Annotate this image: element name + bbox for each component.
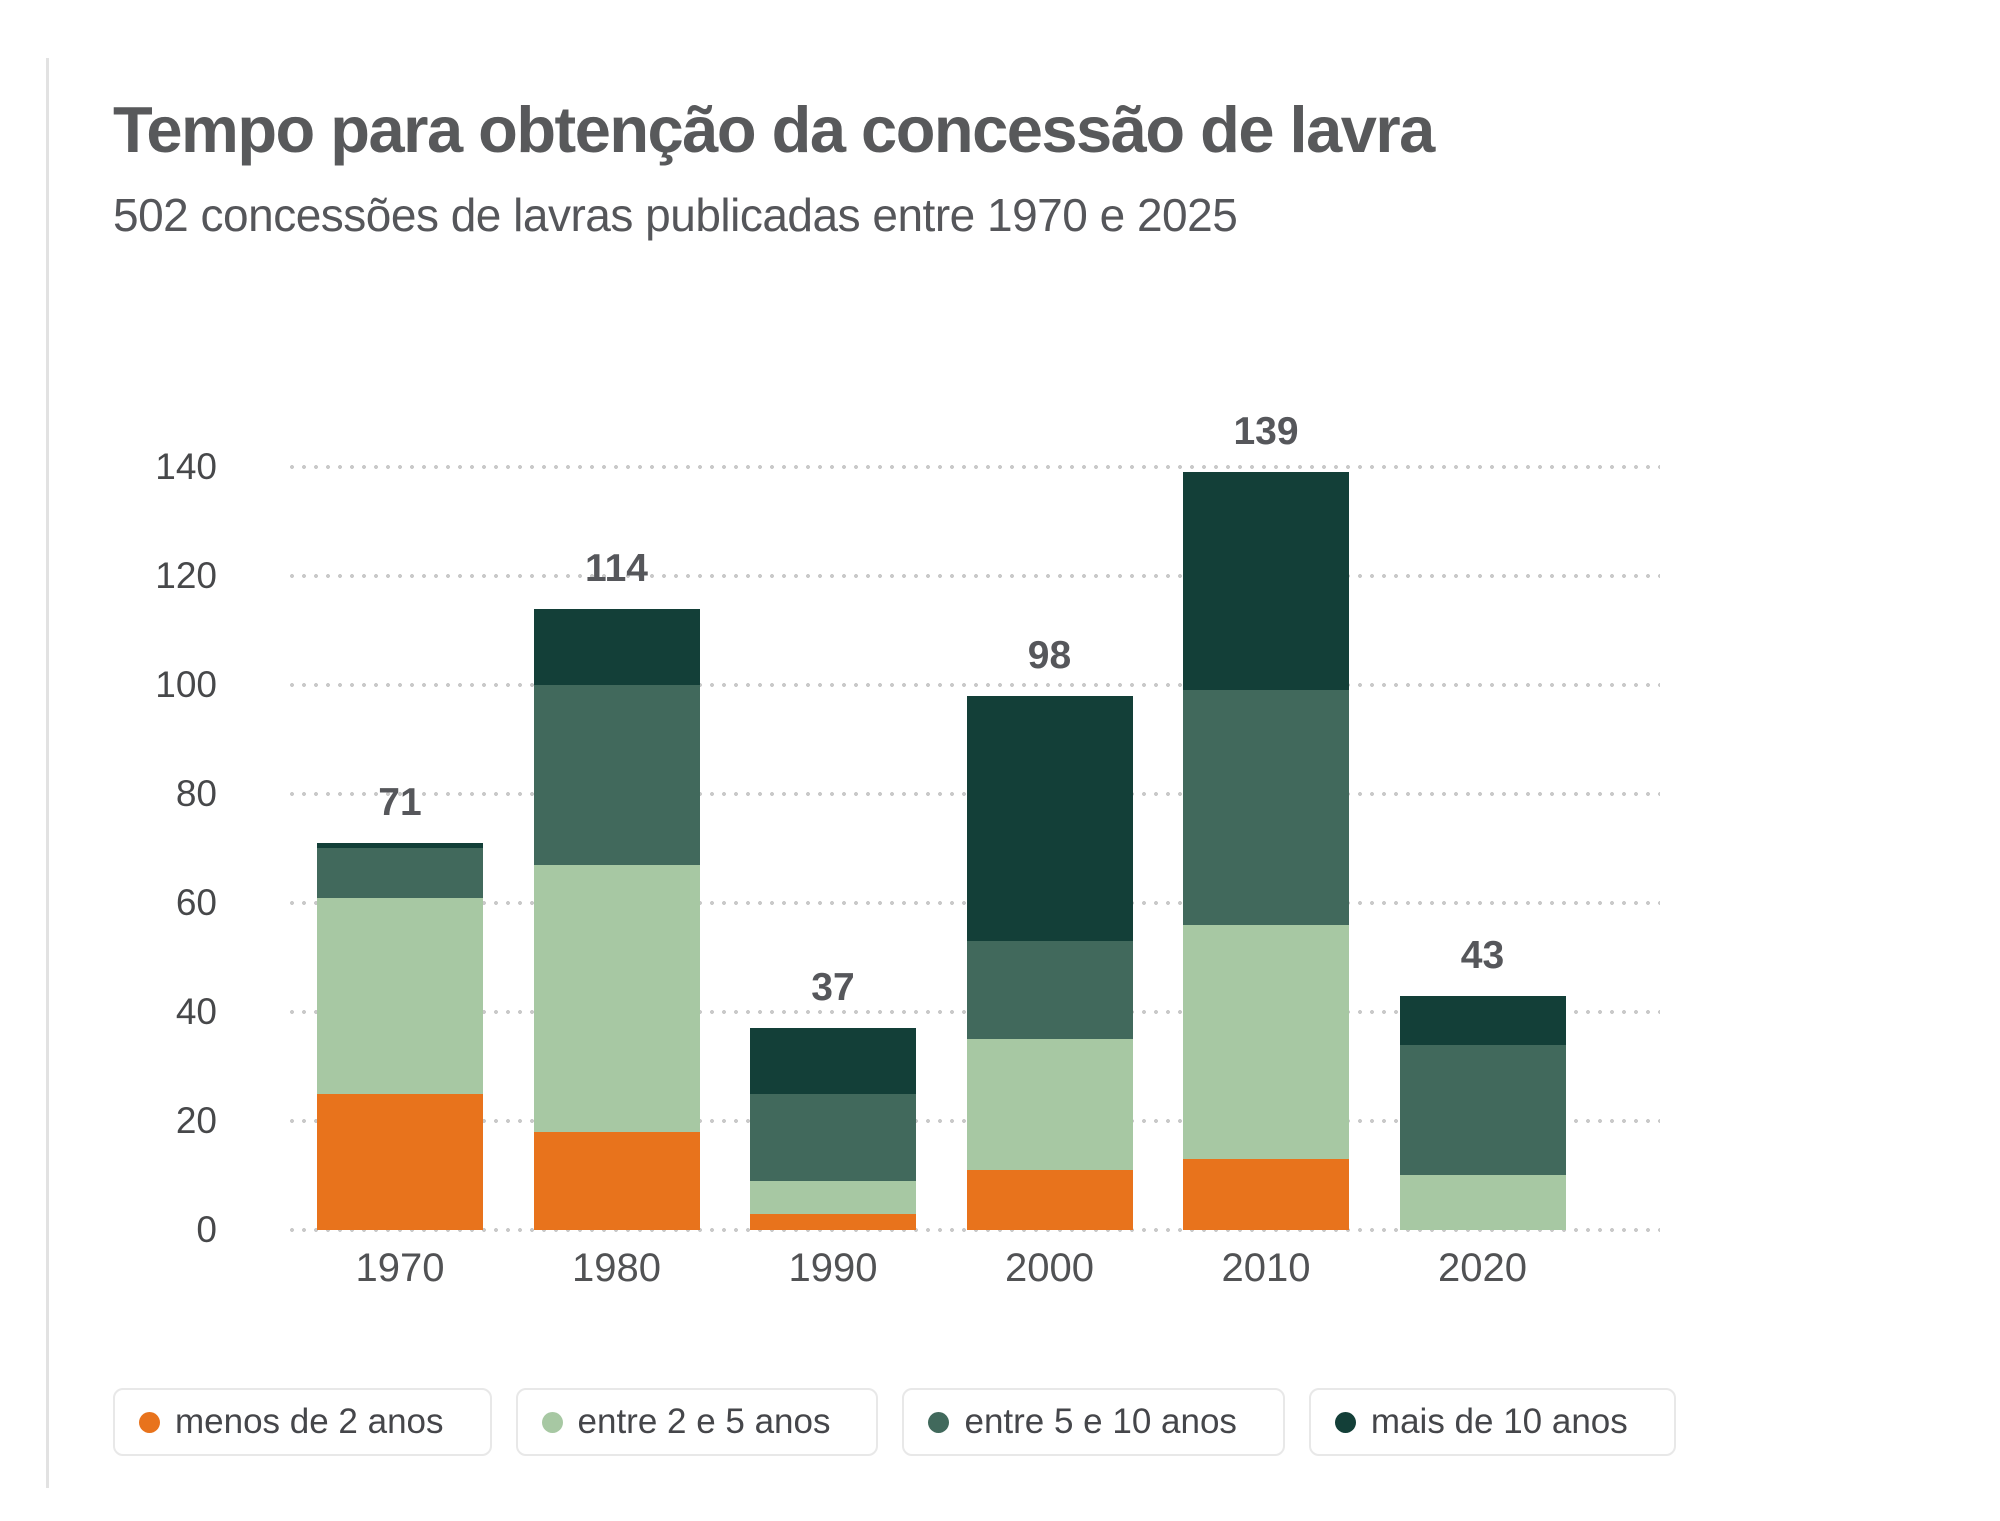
bar-segment-2000-entre-5-e-10-anos[interactable]	[966, 941, 1133, 1040]
bar-segment-1990-mais-de-10-anos[interactable]	[750, 1028, 916, 1094]
bar-1980[interactable]	[533, 608, 700, 1230]
bar-1970[interactable]	[317, 843, 483, 1230]
bar-2020[interactable]	[1399, 995, 1566, 1230]
legend-item-entre-2-e-5-anos[interactable]: entre 2 e 5 anos	[515, 1388, 879, 1456]
gridline-y-120	[290, 574, 1660, 578]
x-axis-label-2020: 2020	[1438, 1246, 1527, 1290]
bar-segment-1990-entre-5-e-10-anos[interactable]	[750, 1093, 916, 1181]
x-axis-label-1990: 1990	[788, 1246, 878, 1290]
y-axis-tick-label-40: 40	[175, 991, 217, 1032]
y-axis-tick-label-20: 20	[175, 1100, 217, 1141]
bar-segment-2000-entre-2-e-5-anos[interactable]	[966, 1039, 1133, 1171]
gridline-y-140	[290, 465, 1660, 469]
bar-total-label-2020: 43	[1460, 933, 1505, 977]
legend: menos de 2 anos entre 2 e 5 anos entre 5 e…	[113, 1388, 1676, 1456]
legend-label: entre 5 e 10 anos	[964, 1402, 1237, 1441]
legend-item-menos-de-2-anos[interactable]: menos de 2 anos	[113, 1388, 492, 1456]
gridline-y-0	[290, 1228, 1660, 1232]
bar-segment-2000-mais-de-10-anos[interactable]	[966, 695, 1133, 942]
bar-total-label-1980: 114	[585, 546, 648, 590]
bar-segment-1980-mais-de-10-anos[interactable]	[533, 608, 700, 685]
legend-label: menos de 2 anos	[175, 1402, 444, 1441]
y-axis-tick-label-100: 100	[155, 664, 217, 705]
chart-subtitle: 502 concessões de lavras publicadas entr…	[113, 189, 1238, 241]
x-axis-label-2000: 2000	[1005, 1246, 1094, 1290]
bar-segment-2000-menos-de-2-anos[interactable]	[966, 1170, 1133, 1230]
bar-segment-2020-entre-2-e-5-anos[interactable]	[1399, 1175, 1566, 1230]
legend-dot-icon-menos-de-2-anos	[139, 1411, 160, 1433]
bar-segment-1970-entre-2-e-5-anos[interactable]	[317, 897, 483, 1094]
bar-segment-1970-mais-de-10-anos[interactable]	[317, 843, 483, 849]
bar-segment-1990-menos-de-2-anos[interactable]	[750, 1213, 916, 1230]
y-axis-tick-label-140: 140	[155, 446, 217, 487]
x-axis-label-1970: 1970	[355, 1246, 445, 1290]
bar-segment-2010-mais-de-10-anos[interactable]	[1183, 472, 1349, 691]
bar-2010[interactable]	[1183, 472, 1349, 1230]
bar-total-label-1990: 37	[811, 966, 855, 1010]
y-axis-tick-label-0: 0	[196, 1209, 217, 1250]
bar-segment-2010-entre-5-e-10-anos[interactable]	[1183, 690, 1349, 925]
legend-item-entre-5-e-10-anos[interactable]: entre 5 e 10 anos	[902, 1388, 1285, 1456]
legend-item-mais-de-10-anos[interactable]: mais de 10 anos	[1308, 1388, 1676, 1456]
bar-segment-2010-menos-de-2-anos[interactable]	[1183, 1159, 1349, 1230]
legend-label: entre 2 e 5 anos	[577, 1402, 831, 1441]
bar-segment-1980-entre-2-e-5-anos[interactable]	[533, 864, 700, 1132]
legend-dot-icon-entre-2-e-5-anos	[541, 1411, 563, 1433]
y-axis-tick-label-80: 80	[175, 773, 217, 814]
card-left-border	[46, 58, 49, 1488]
bar-total-label-2010: 139	[1233, 410, 1299, 454]
legend-label: mais de 10 anos	[1370, 1402, 1628, 1441]
bar-segment-1980-entre-5-e-10-anos[interactable]	[533, 684, 700, 865]
x-axis-label-1980: 1980	[572, 1246, 661, 1290]
bar-segment-2010-entre-2-e-5-anos[interactable]	[1183, 924, 1349, 1160]
bar-1990[interactable]	[750, 1028, 916, 1230]
bar-segment-1980-menos-de-2-anos[interactable]	[533, 1131, 700, 1230]
legend-dot-icon-entre-5-e-10-anos	[928, 1411, 950, 1433]
bar-segment-1970-menos-de-2-anos[interactable]	[317, 1093, 483, 1230]
y-axis-tick-label-60: 60	[175, 882, 217, 923]
legend-dot-icon-mais-de-10-anos	[1334, 1411, 1356, 1433]
chart-title: Tempo para obtenção da concessão de lavr…	[113, 92, 1435, 166]
bar-total-label-2000: 98	[1027, 633, 1072, 677]
bar-segment-1990-entre-2-e-5-anos[interactable]	[750, 1180, 916, 1214]
bar-total-label-1970: 71	[378, 781, 422, 825]
bar-segment-1970-entre-5-e-10-anos[interactable]	[317, 848, 483, 898]
gridline-y-100	[290, 683, 1660, 687]
y-axis-tick-label-120: 120	[155, 555, 217, 596]
x-axis-label-2010: 2010	[1221, 1246, 1311, 1290]
bar-segment-2020-entre-5-e-10-anos[interactable]	[1399, 1044, 1566, 1176]
bar-segment-2020-mais-de-10-anos[interactable]	[1399, 995, 1566, 1045]
bar-2000[interactable]	[966, 695, 1133, 1230]
